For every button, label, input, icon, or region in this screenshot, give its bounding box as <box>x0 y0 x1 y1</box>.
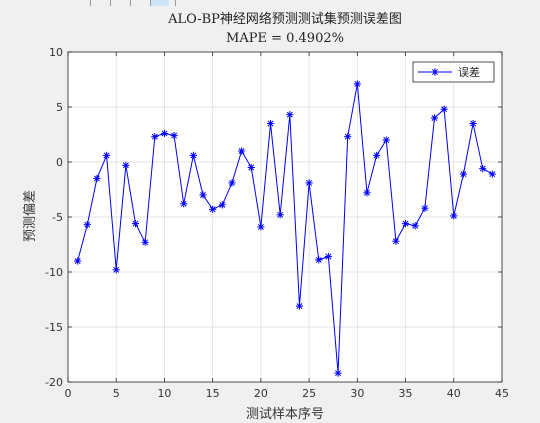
data-point <box>102 151 111 159</box>
data-point <box>180 200 188 208</box>
data-point <box>469 119 477 128</box>
data-point <box>228 179 236 187</box>
x-tick-label: 30 <box>350 387 364 400</box>
series-line <box>77 83 493 374</box>
series-layer <box>74 80 496 377</box>
data-point <box>141 238 149 246</box>
data-point <box>151 133 159 141</box>
figure-toolbar <box>0 0 540 8</box>
data-point <box>189 151 197 159</box>
data-point <box>266 119 275 128</box>
x-tick-label: 15 <box>206 387 220 400</box>
data-point <box>112 266 120 274</box>
data-point <box>411 222 419 230</box>
data-point <box>209 205 217 213</box>
toolbar-button[interactable] <box>110 0 111 6</box>
toolbar-button-active[interactable] <box>150 0 169 6</box>
data-point <box>440 105 448 113</box>
data-point <box>122 161 130 169</box>
legend: 误差 <box>412 61 495 83</box>
legend-marker-star <box>431 68 439 76</box>
y-tick-label: 10 <box>49 46 63 59</box>
data-point <box>324 253 332 261</box>
data-point <box>401 220 410 228</box>
chart-title: ALO-BP神经网络预测测试集预测误差图 <box>167 11 402 27</box>
toolbar-button[interactable] <box>130 0 131 6</box>
data-point <box>83 221 91 229</box>
data-point <box>421 204 429 212</box>
chart-subtitle: MAPE = 0.4902% <box>226 31 344 46</box>
data-point <box>74 257 82 265</box>
data-point <box>131 220 140 228</box>
data-point <box>459 170 468 178</box>
y-tick-label: 5 <box>56 101 63 114</box>
y-tick-label: -20 <box>45 376 63 389</box>
plot-frame <box>67 51 503 383</box>
data-point <box>238 147 246 155</box>
legend-marker <box>431 68 439 76</box>
x-tick-label: 0 <box>65 387 72 400</box>
data-point <box>479 165 487 173</box>
x-tick-label: 5 <box>113 387 120 400</box>
toolbar-separator <box>90 0 91 6</box>
data-point <box>363 189 371 197</box>
x-axis-label: 测试样本序号 <box>246 407 324 422</box>
data-point <box>93 174 101 183</box>
data-point <box>286 111 294 119</box>
data-point <box>199 191 207 199</box>
x-tick-label: 25 <box>302 387 316 400</box>
data-point <box>353 80 361 88</box>
y-tick-label: -10 <box>45 266 63 279</box>
data-point <box>392 237 400 245</box>
data-point <box>450 212 458 220</box>
data-point <box>334 369 342 377</box>
y-tick-label: -5 <box>52 211 63 224</box>
data-point <box>170 132 178 140</box>
y-tick-label: 0 <box>56 156 63 169</box>
data-point <box>160 129 169 137</box>
legend-label: 误差 <box>458 65 480 79</box>
y-tick-label: -15 <box>45 321 63 334</box>
data-point <box>315 256 323 264</box>
toolbar-button[interactable] <box>175 0 176 6</box>
legend-box <box>412 61 495 83</box>
data-point <box>218 201 226 209</box>
data-point <box>488 170 496 178</box>
data-point <box>247 163 255 172</box>
data-point <box>344 133 352 141</box>
data-point <box>276 211 284 219</box>
x-tick-label: 20 <box>254 387 268 400</box>
data-point <box>430 114 439 122</box>
x-tick-label: 40 <box>447 387 461 400</box>
x-tick-label: 35 <box>399 387 413 400</box>
y-axis-label: 预测偏差 <box>23 190 38 242</box>
data-point <box>373 151 381 159</box>
data-point <box>382 136 390 144</box>
x-tick-label: 10 <box>157 387 171 400</box>
x-tick-label: 45 <box>495 387 509 400</box>
data-point <box>305 179 313 187</box>
data-point <box>295 302 304 310</box>
data-point <box>257 223 265 231</box>
